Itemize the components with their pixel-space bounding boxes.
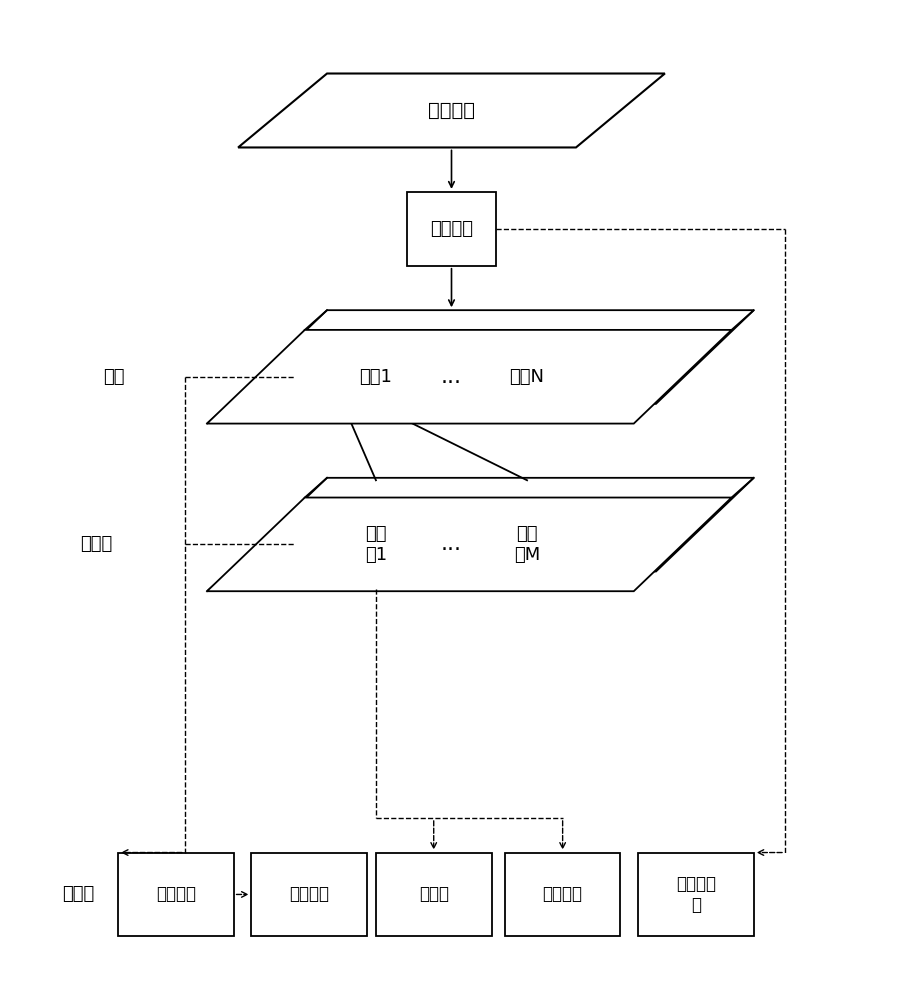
Text: ...: ... [440,367,462,387]
Text: 文件块号: 文件块号 [542,885,582,903]
Text: 最小键值: 最小键值 [289,885,329,903]
Text: 散列函数: 散列函数 [429,220,473,238]
Text: 散列函数
名: 散列函数 名 [676,875,715,914]
Polygon shape [284,335,466,419]
Polygon shape [436,500,618,589]
Text: 分区号: 分区号 [419,885,448,903]
Text: 文件
块1: 文件 块1 [364,525,387,564]
Text: 最大键值: 最大键值 [156,885,196,903]
Polygon shape [436,335,618,419]
Text: 文件块: 文件块 [79,535,112,553]
Bar [375,853,491,936]
Text: 分区: 分区 [103,368,124,386]
Bar [407,192,495,266]
Bar [504,853,620,936]
Text: 索引项: 索引项 [62,885,94,903]
Bar [251,853,366,936]
Text: ...: ... [440,534,462,554]
Text: 分区1: 分区1 [359,368,392,386]
Polygon shape [229,478,753,571]
Polygon shape [207,498,731,591]
Polygon shape [207,330,731,424]
Text: 文件
块M: 文件 块M [513,525,539,564]
Polygon shape [229,310,753,404]
Text: 数据记录: 数据记录 [428,101,474,120]
Polygon shape [238,74,664,147]
Bar [638,853,753,936]
Bar [118,853,234,936]
Polygon shape [284,500,466,589]
Text: 分区N: 分区N [509,368,544,386]
